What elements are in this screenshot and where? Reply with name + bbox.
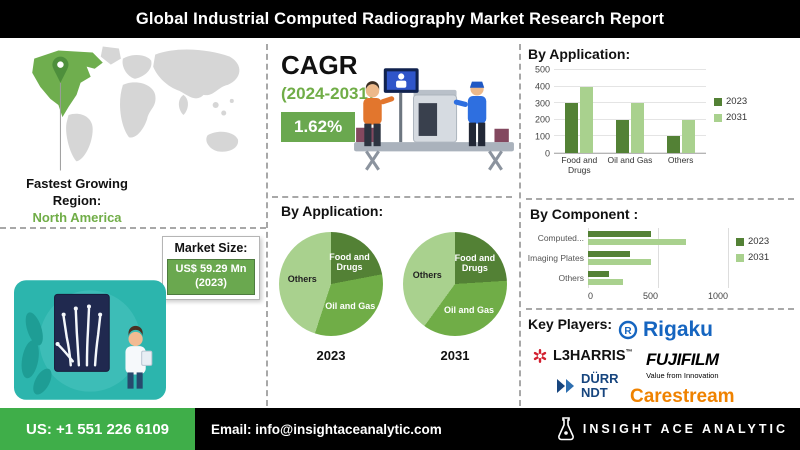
fujifilm-tagline: Value from Innovation (646, 371, 719, 380)
brand-block: INSIGHT ACE ANALYTIC (557, 417, 788, 441)
fujifilm-logo-text: FUJIFILM (646, 350, 719, 369)
divider-vertical-left (266, 44, 268, 406)
market-size-year: (2023) (195, 276, 227, 289)
xray-illustration (14, 280, 166, 400)
market-size-value: US$ 59.29 Mn (2023) (167, 259, 255, 295)
application-bar-legend: 2023 2031 (714, 96, 747, 176)
l3harris-logo-text: L3HARRIS™ (553, 348, 633, 364)
component-labels: Computed... Imaging Plates Others (527, 233, 584, 283)
pie-2031: Food and Drugs Oil and Gas Others 2031 (402, 232, 508, 363)
pie-2023-year: 2023 (316, 348, 346, 363)
fastest-growing-label: Fastest Growing Region: (26, 176, 128, 208)
divider-vertical-right (519, 44, 521, 406)
insight-ace-logo-icon (557, 417, 574, 441)
fastest-growing-region: North America (32, 209, 122, 225)
location-pin-icon (52, 56, 69, 83)
component-chart-title: By Component : (530, 206, 639, 222)
component-chart: By Component : Computed... Imaging Plates… (526, 206, 796, 301)
world-map (32, 46, 240, 171)
market-size-label: Market Size: (174, 241, 248, 255)
component-xaxis: 0 500 1000 (588, 291, 728, 301)
north-america-region (32, 50, 103, 118)
divider-left-column (0, 227, 266, 229)
pie-2023: Food and Drugs Oil and Gas Others 2023 (278, 232, 384, 363)
report-title: Global Industrial Computed Radiography M… (135, 9, 665, 28)
application-bar-title: By Application: (528, 46, 631, 62)
pie-2031-circle: Food and Drugs Oil and Gas Others (403, 232, 507, 336)
fastest-growing-block: Fastest Growing Region: North America (2, 176, 152, 227)
header-bar: Global Industrial Computed Radiography M… (0, 0, 800, 38)
cagr-period: (2024-2031) (281, 84, 374, 103)
pie-2031-year: 2031 (440, 348, 470, 363)
application-bar-cats: Food and Drugs Oil and Gas Others (561, 155, 694, 175)
rigaku-logo-icon: R (618, 320, 638, 340)
carestream-logo: Carestream (630, 386, 735, 408)
component-legend: 2023 2031 (736, 236, 769, 268)
application-bar-yaxis: 0 100 200 300 400 500 (534, 64, 550, 159)
application-bar-chart: By Application: 0 100 200 300 400 500 Food an… (528, 46, 796, 176)
durr-ndt-logo: DÜRR NDT (556, 372, 619, 399)
svg-text:R: R (624, 326, 632, 337)
hand-xray-icon (57, 307, 102, 367)
durr-ndt-logo-icon (557, 378, 574, 393)
brand-name: INSIGHT ACE ANALYTIC (582, 422, 788, 436)
component-track (588, 228, 729, 288)
radiography-machine-illustration (354, 68, 514, 171)
l3harris-logo: L3HARRIS™ (532, 348, 633, 364)
l3harris-logo-icon (533, 349, 547, 363)
application-bar-plot (554, 69, 706, 154)
fujifilm-logo: FUJIFILM Value from Innovation (646, 350, 719, 380)
key-players-title: Key Players: (528, 316, 613, 332)
email-text: Email: info@insightaceanalytic.com (211, 421, 442, 437)
rigaku-logo-text: Rigaku (643, 318, 714, 341)
pie-section-title: By Application: (281, 203, 384, 219)
rigaku-logo: R Rigaku (618, 318, 713, 342)
durr-ndt-logo-text: DÜRR NDT (581, 371, 619, 400)
market-size-card: Market Size: US$ 59.29 Mn (2023) (162, 236, 260, 300)
pie-2023-circle: Food and Drugs Oil and Gas Others (279, 232, 383, 336)
market-size-amount: US$ 59.29 Mn (175, 263, 247, 275)
divider-right-top (526, 198, 794, 200)
cagr-label: CAGR (281, 50, 358, 80)
divider-middle-column (272, 196, 512, 198)
phone-badge: US: +1 551 226 6109 (0, 408, 196, 450)
footer-bar: US: +1 551 226 6109 Email: info@insighta… (0, 408, 800, 450)
cagr-value-badge: 1.62% (281, 112, 356, 142)
carestream-logo-text: Carestream (630, 386, 735, 407)
divider-right-bottom (526, 308, 794, 310)
